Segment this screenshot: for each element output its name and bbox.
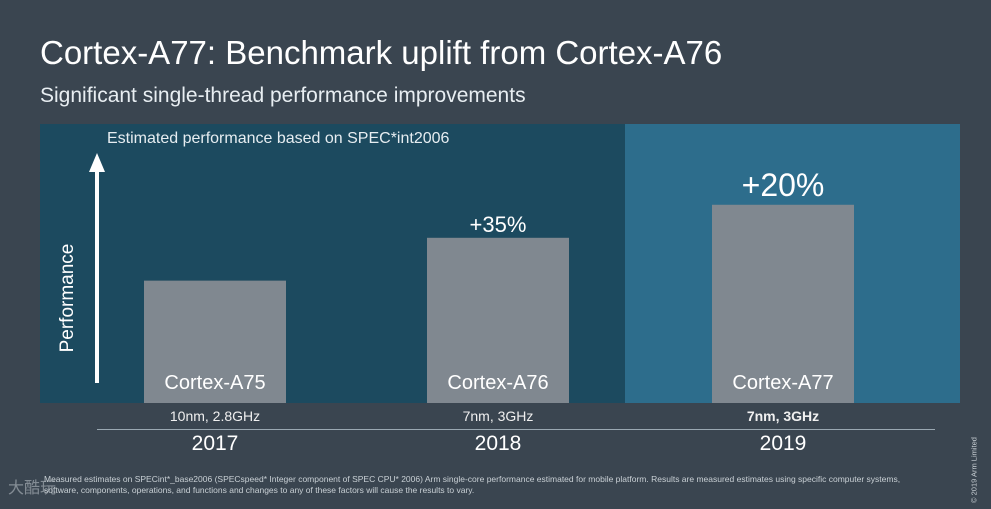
divider [97, 429, 935, 430]
year-label: 2019 [759, 432, 807, 455]
bar-cortex-a77 [712, 204, 854, 403]
bar-cortex-a75 [144, 280, 286, 403]
slide-subtitle: Significant single-thread performance im… [40, 84, 526, 107]
uplift-label: +35% [470, 212, 527, 237]
spec-label: 7nm, 3GHz [462, 408, 534, 424]
arrow-up-icon [89, 153, 105, 172]
footnote: Measured estimates on SPECint*_base2006 … [44, 474, 901, 495]
chart-caption: Estimated performance based on SPEC*int2… [107, 130, 450, 147]
spec-label: 7nm, 3GHz [746, 408, 820, 424]
slide-title: Cortex-A77: Benchmark uplift from Cortex… [40, 34, 723, 71]
year-label: 2017 [191, 432, 239, 455]
bar-label: Cortex-A75 [164, 372, 265, 394]
y-axis-label: Performance [57, 243, 78, 353]
performance-axis-arrow [89, 153, 105, 383]
copyright: © 2019 Arm Limited [969, 437, 979, 503]
bar-label: Cortex-A76 [447, 372, 548, 394]
uplift-label: +20% [742, 167, 825, 203]
bar-cortex-a76 [427, 237, 569, 403]
spec-label: 10nm, 2.8GHz [169, 408, 261, 424]
watermark: 大酷玩 [8, 480, 57, 497]
bar-label: Cortex-A77 [732, 372, 833, 394]
year-label: 2018 [474, 432, 522, 455]
